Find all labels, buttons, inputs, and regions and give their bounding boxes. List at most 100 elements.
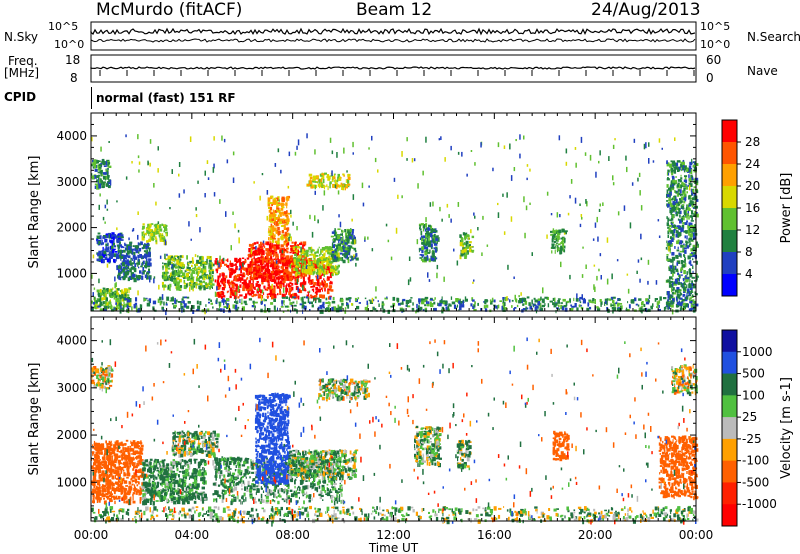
data-cell [122, 276, 126, 281]
data-cell [433, 301, 436, 305]
data-cell [119, 294, 121, 296]
data-cell [128, 289, 130, 294]
data-cell [382, 305, 384, 310]
data-cell [266, 286, 269, 291]
data-cell [133, 251, 136, 257]
data-cell [557, 300, 560, 304]
noise-point [282, 287, 285, 293]
data-cell [181, 298, 184, 301]
data-cell [430, 233, 433, 238]
data-cell [275, 253, 279, 258]
noise-point [100, 146, 102, 152]
data-cell [409, 299, 412, 303]
data-cell [240, 277, 244, 281]
data-cell [447, 305, 449, 310]
data-cell [294, 292, 297, 296]
data-cell [421, 298, 425, 301]
data-cell [317, 290, 321, 293]
data-cell [477, 302, 479, 306]
data-cell [489, 299, 492, 303]
data-cell [248, 298, 252, 301]
data-cell [211, 283, 215, 286]
data-cell [502, 297, 505, 300]
data-cell [669, 268, 672, 272]
data-cell [686, 167, 689, 170]
noise-point [147, 160, 149, 166]
data-cell [247, 264, 252, 269]
noise-point [461, 151, 463, 157]
noise-point [131, 161, 133, 164]
data-cell [138, 251, 140, 254]
data-cell [556, 242, 558, 245]
data-cell [279, 274, 281, 279]
data-cell [684, 175, 688, 177]
data-cell [677, 194, 680, 197]
data-cell [680, 227, 683, 229]
data-cell [122, 266, 126, 269]
data-cell [284, 276, 288, 281]
data-cell [215, 302, 218, 305]
data-patch [550, 228, 568, 255]
data-cell [570, 304, 573, 307]
data-cell [162, 285, 164, 288]
data-cell [672, 288, 674, 291]
data-cell [174, 255, 176, 259]
nsky-trace [90, 27, 696, 36]
data-cell [666, 256, 669, 260]
data-cell [341, 185, 343, 190]
data-cell [123, 271, 125, 276]
data-cell [130, 258, 132, 263]
data-cell [100, 178, 102, 183]
data-cell [256, 266, 260, 271]
data-cell [105, 243, 109, 246]
data-cell [319, 173, 323, 177]
data-cell [285, 296, 288, 299]
data-cell [107, 182, 111, 184]
data-cell [680, 228, 684, 232]
noise-point [648, 158, 650, 164]
data-cell [300, 251, 303, 255]
data-cell [578, 304, 581, 308]
data-cell [351, 241, 356, 245]
data-cell [325, 270, 328, 275]
data-cell [215, 258, 218, 261]
data-cell [692, 248, 694, 251]
data-cell [134, 263, 136, 265]
data-cell [321, 283, 325, 286]
noise-point [637, 177, 639, 182]
data-cell [587, 302, 590, 307]
data-cell [162, 265, 164, 271]
data-cell [691, 294, 694, 298]
data-cell [148, 260, 151, 263]
noise-point [652, 160, 655, 163]
data-cell [674, 206, 678, 209]
data-cell [669, 247, 671, 251]
data-cell [275, 200, 278, 205]
data-cell [185, 272, 189, 278]
data-cell [312, 254, 316, 259]
data-cell [655, 298, 658, 301]
data-cell [673, 224, 675, 228]
data-cell [558, 229, 562, 234]
data-cell [275, 271, 278, 273]
data-cell [690, 289, 693, 293]
data-cell [267, 197, 271, 202]
data-cell [285, 223, 289, 226]
data-cell [244, 282, 248, 285]
data-cell [672, 176, 675, 181]
data-cell [551, 238, 554, 243]
data-cell [167, 255, 171, 260]
data-cell [280, 275, 284, 279]
noise-point [125, 176, 128, 180]
data-cell [539, 309, 541, 312]
data-cell [604, 301, 606, 306]
data-cell [670, 237, 672, 239]
data-cell [256, 241, 259, 244]
data-cell [242, 272, 245, 277]
data-cell [270, 212, 274, 216]
noise-point [602, 202, 604, 206]
data-cell [127, 294, 130, 297]
data-cell [157, 224, 159, 229]
data-cell [318, 264, 320, 268]
data-cell [663, 307, 666, 312]
